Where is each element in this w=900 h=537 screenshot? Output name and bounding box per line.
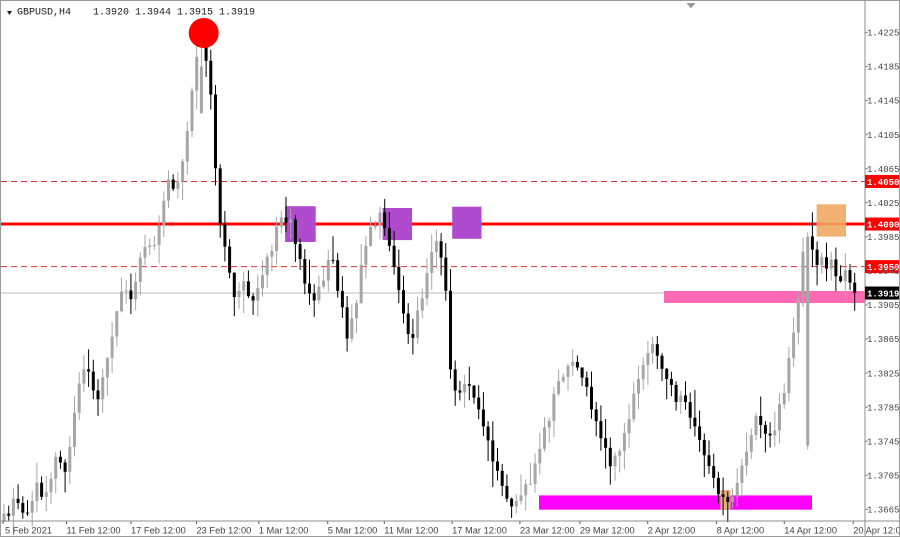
svg-text:17 Mar 12:00: 17 Mar 12:00 [452, 525, 507, 535]
svg-text:1.4025: 1.4025 [867, 199, 899, 209]
svg-text:23 Mar 12:00: 23 Mar 12:00 [520, 525, 575, 535]
svg-text:1.3985: 1.3985 [867, 233, 899, 243]
svg-text:1.4065: 1.4065 [867, 165, 899, 175]
svg-text:29 Mar 12:00: 29 Mar 12:00 [580, 525, 635, 535]
svg-text:1.3785: 1.3785 [867, 403, 899, 413]
svg-text:1.3905: 1.3905 [867, 301, 899, 311]
svg-text:5 Feb 2021: 5 Feb 2021 [5, 525, 52, 535]
svg-text:1.4000: 1.4000 [867, 221, 899, 231]
svg-text:1.4145: 1.4145 [867, 97, 899, 107]
svg-text:17 Feb 12:00: 17 Feb 12:00 [131, 525, 186, 535]
svg-text:GBPUSD,H4: GBPUSD,H4 [17, 7, 71, 18]
svg-text:11 Mar 12:00: 11 Mar 12:00 [384, 525, 438, 535]
svg-text:1.4225: 1.4225 [867, 29, 899, 39]
svg-text:8 Apr 12:00: 8 Apr 12:00 [717, 525, 765, 535]
svg-text:1.3665: 1.3665 [867, 506, 899, 516]
svg-text:1 Mar 12:00: 1 Mar 12:00 [259, 525, 309, 535]
svg-text:1.3825: 1.3825 [867, 369, 899, 379]
svg-text:5 Mar 12:00: 5 Mar 12:00 [328, 525, 378, 535]
svg-text:1.4105: 1.4105 [867, 131, 899, 141]
svg-text:1.4185: 1.4185 [867, 63, 899, 73]
svg-text:11 Feb 12:00: 11 Feb 12:00 [67, 525, 121, 535]
svg-text:23 Feb 12:00: 23 Feb 12:00 [197, 525, 252, 535]
svg-text:1.3865: 1.3865 [867, 335, 899, 345]
svg-text:2 Apr 12:00: 2 Apr 12:00 [648, 525, 696, 535]
svg-text:20 Apr 12:00: 20 Apr 12:00 [853, 525, 900, 535]
svg-text:1.3920 1.3944 1.3915 1.3919: 1.3920 1.3944 1.3915 1.3919 [93, 7, 255, 18]
svg-text:1.3919: 1.3919 [867, 290, 899, 300]
svg-text:1.3945: 1.3945 [867, 267, 899, 277]
svg-text:14 Apr 12:00: 14 Apr 12:00 [784, 525, 837, 535]
svg-text:1.3745: 1.3745 [867, 437, 899, 447]
svg-text:1.4050: 1.4050 [867, 178, 899, 188]
svg-text:1.3705: 1.3705 [867, 472, 899, 482]
